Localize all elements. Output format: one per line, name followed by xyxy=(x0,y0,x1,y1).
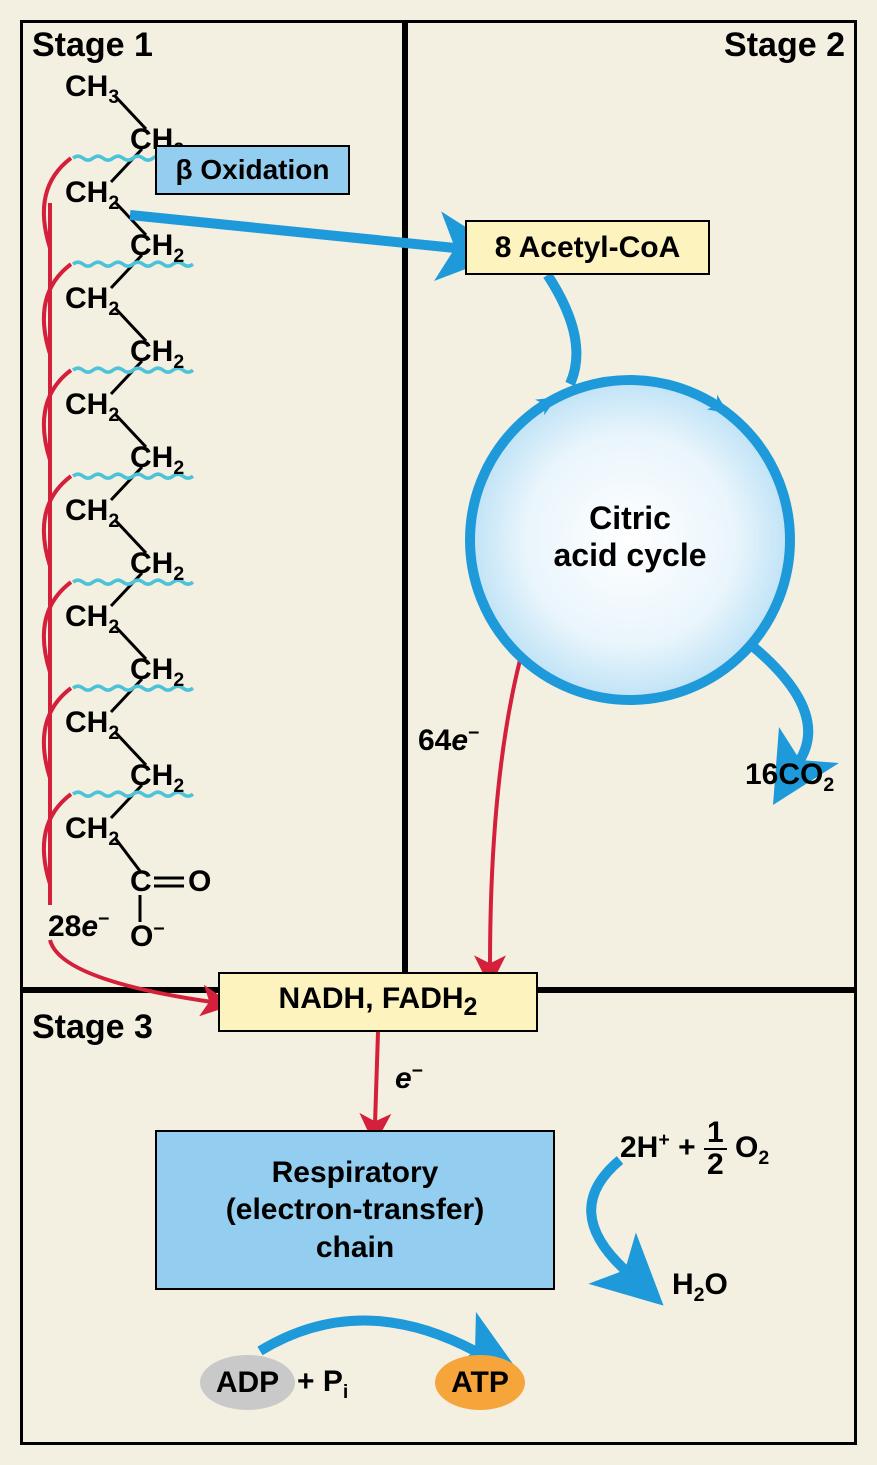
diagram-canvas: Stage 1 Stage 2 Stage 3 CH3 CH2 CH2 CH2 CH2 C… xyxy=(0,0,877,1465)
fatty-acid-ch2: CH2 xyxy=(130,653,184,692)
fatty-acid-ch2: CH2 xyxy=(130,759,184,798)
adp-pi-label: + Pi xyxy=(297,1365,348,1404)
fatty-acid-ch3: CH3 xyxy=(65,70,119,109)
acetyl-coa-label: 8 Acetyl-CoA xyxy=(495,231,681,265)
fatty-acid-ch2: CH2 xyxy=(65,282,119,321)
fatty-acid-ch2: CH2 xyxy=(65,494,119,533)
citric-acid-cycle-label: Citric acid cycle xyxy=(540,500,720,574)
beta-oxidation-label: β Oxidation xyxy=(176,154,330,186)
respiratory-chain-box: Respiratory (electron-transfer) chain xyxy=(155,1130,555,1290)
fatty-acid-ch2: CH2 xyxy=(130,547,184,586)
fatty-acid-ch2: CH2 xyxy=(130,335,184,374)
co2-label: 16CO2 xyxy=(745,758,834,797)
adp-oval: ADP xyxy=(200,1355,295,1410)
fatty-acid-ch2: CH2 xyxy=(65,388,119,427)
acetyl-coa-box: 8 Acetyl-CoA xyxy=(465,220,710,275)
fatty-acid-ch2: CH2 xyxy=(65,812,119,851)
stage3-label: Stage 3 xyxy=(32,1008,153,1047)
fatty-acid-ch2: CH2 xyxy=(65,600,119,639)
fatty-acid-ch2: CH2 xyxy=(130,441,184,480)
nadh-fadh-box: NADH, FADH2 xyxy=(218,972,538,1032)
beta-oxidation-box: β Oxidation xyxy=(155,145,350,195)
fatty-acid-ch2: CH2 xyxy=(65,176,119,215)
electrons-e: e− xyxy=(395,1060,423,1096)
fatty-acid-ch2: CH2 xyxy=(65,706,119,745)
stage2-label: Stage 2 xyxy=(724,26,845,65)
atp-oval: ATP xyxy=(435,1355,525,1410)
oxygen-input-label: 2H+ + 12 O2 xyxy=(620,1118,769,1180)
electrons-64e: 64e− xyxy=(418,722,479,758)
fatty-acid-ch2: CH2 xyxy=(130,229,184,268)
electrons-28e: 28e− xyxy=(48,908,109,944)
fatty-acid-carboxyl-c: C xyxy=(130,865,152,899)
water-output-label: H2O xyxy=(672,1268,728,1307)
fatty-acid-carboxyl-o1: O xyxy=(188,865,211,899)
stage1-label: Stage 1 xyxy=(32,26,153,65)
fatty-acid-carboxyl-o2: O− xyxy=(130,918,165,954)
